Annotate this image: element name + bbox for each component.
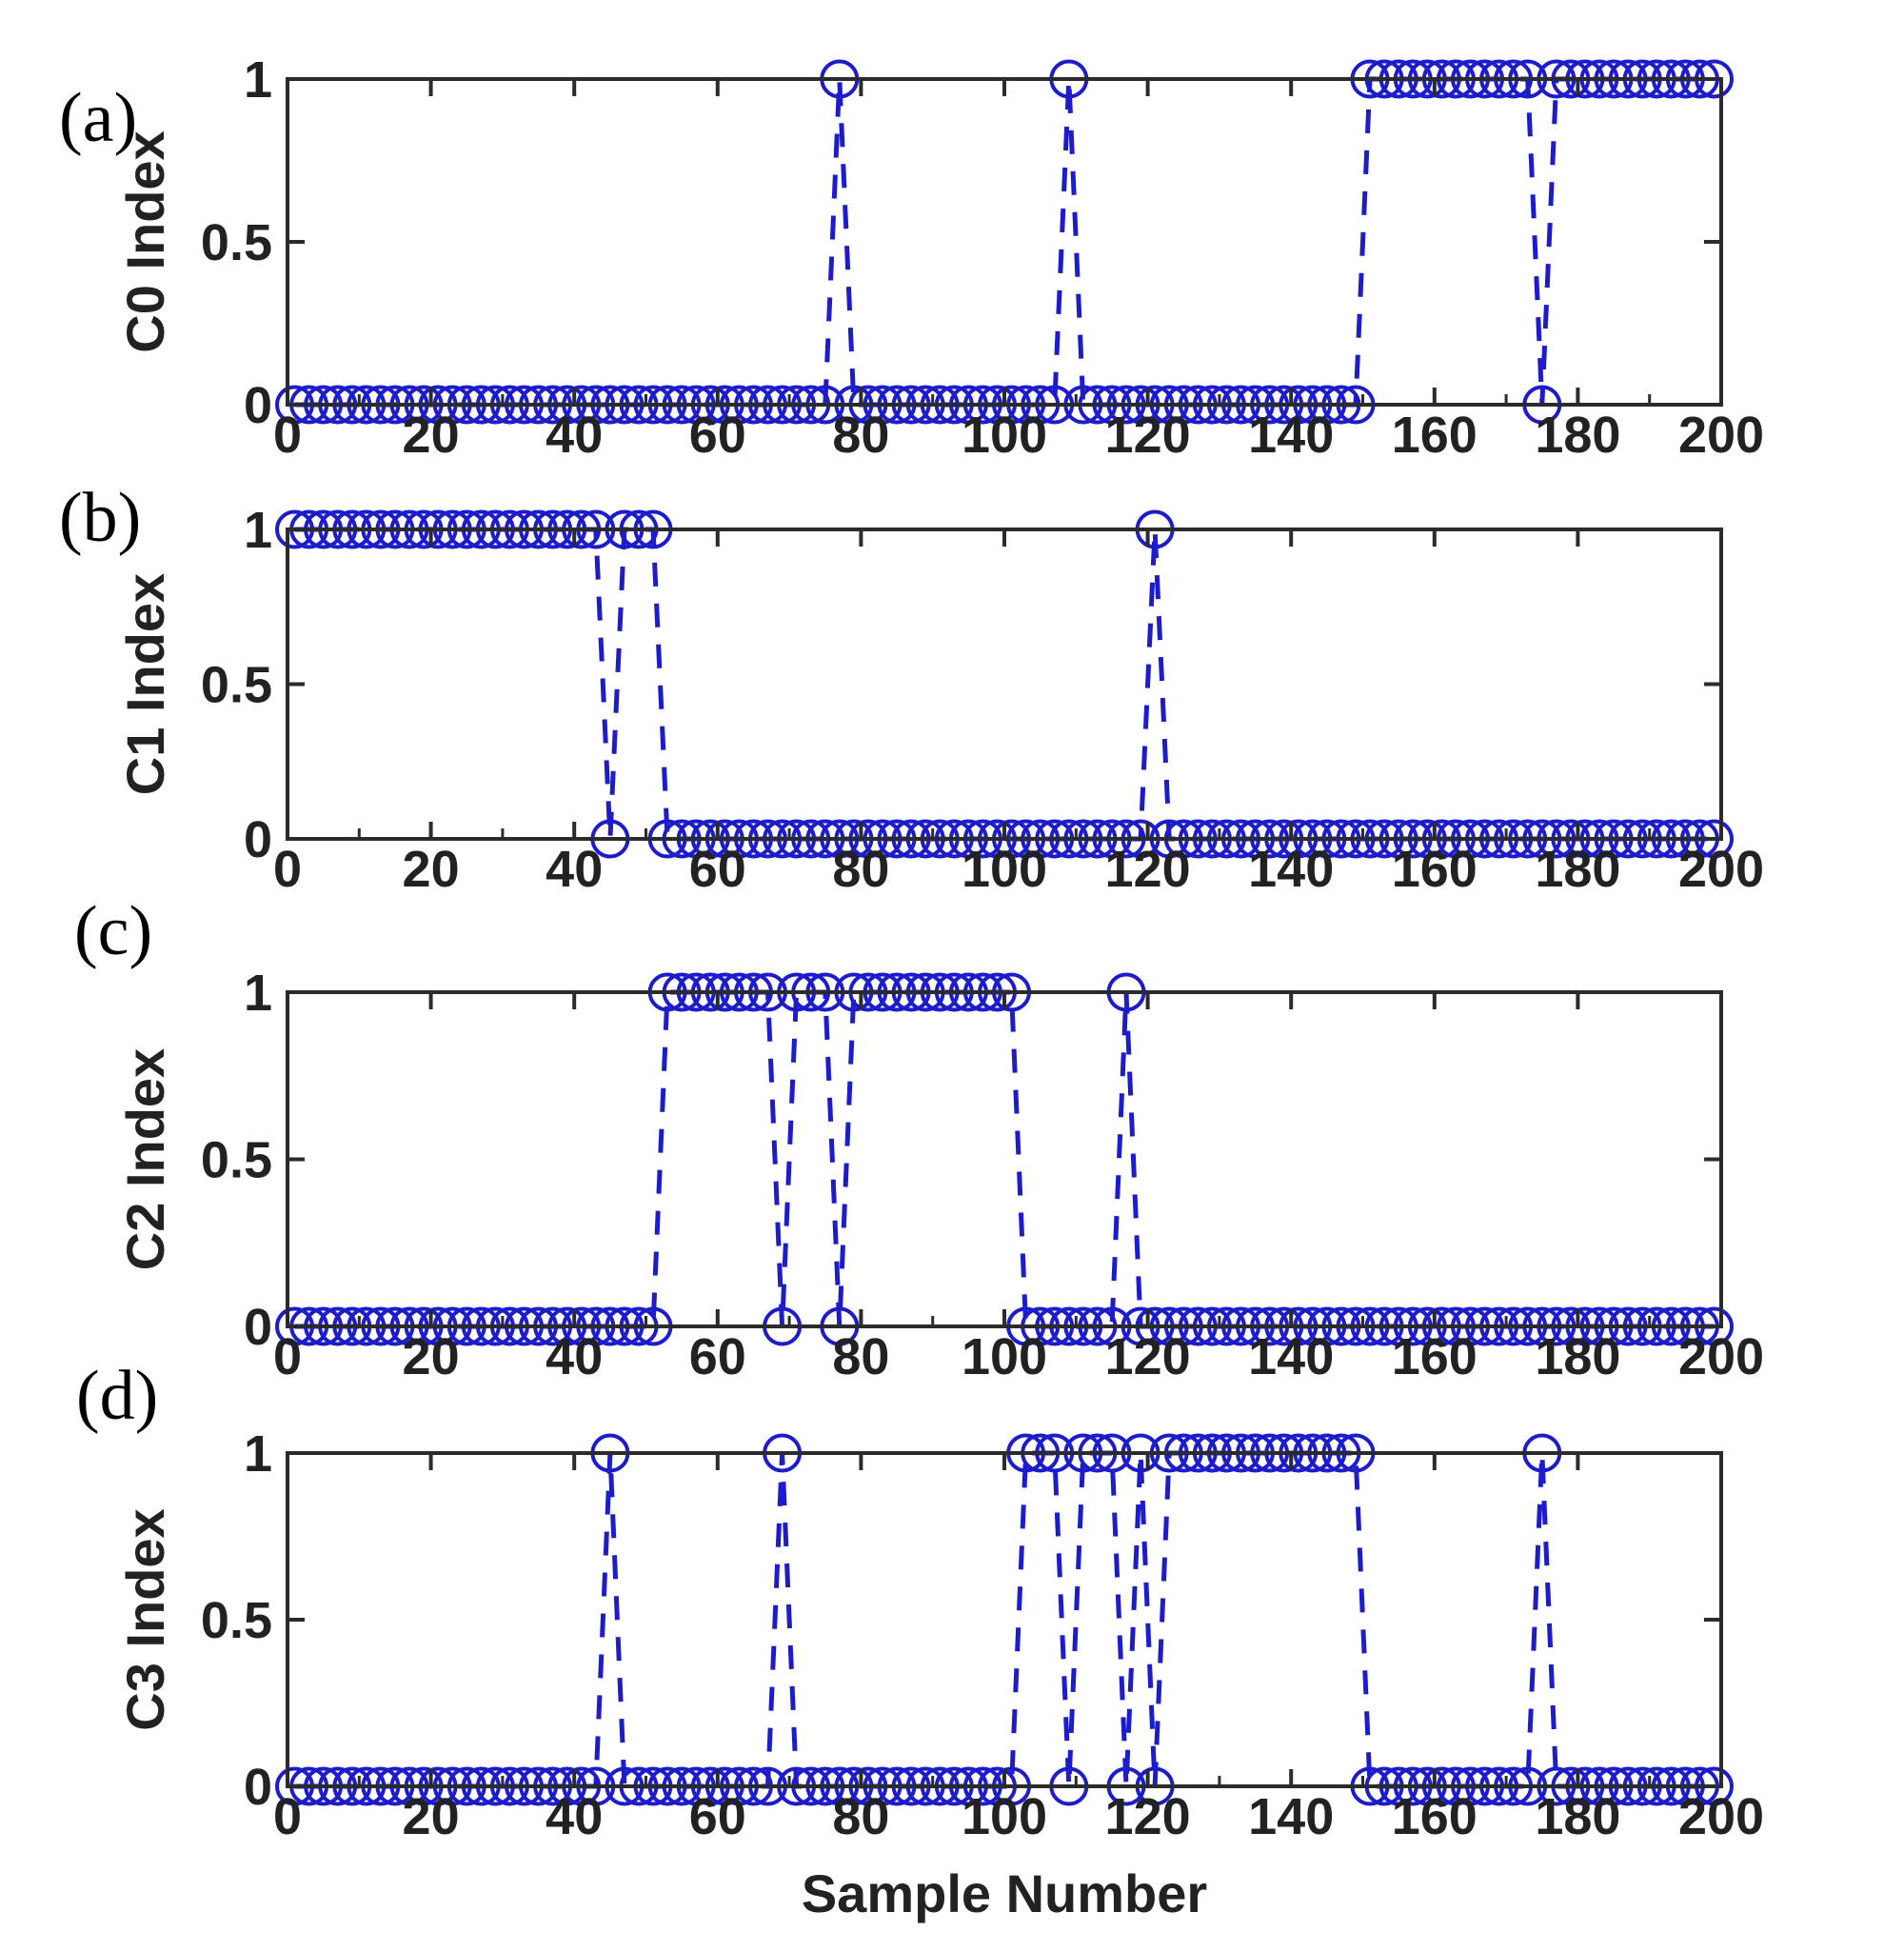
x-tick-label: 120 (1105, 841, 1191, 898)
series-dashed-line (294, 76, 1715, 408)
x-tick-label: 180 (1535, 1328, 1620, 1385)
x-tick-label: 40 (545, 407, 603, 464)
x-tick-label: 140 (1248, 1788, 1334, 1845)
y-tick-label: 0.5 (201, 1592, 272, 1649)
x-tick-label: 80 (832, 841, 889, 898)
y-tick-label: 1 (244, 1425, 272, 1483)
data-points (275, 59, 1734, 425)
series-dashed-line (294, 527, 1715, 842)
data-points (275, 1433, 1734, 1806)
x-tick-label: 200 (1678, 407, 1764, 464)
y-tick-label: 0.5 (201, 1132, 272, 1189)
x-tick-label: 60 (689, 407, 746, 464)
data-points (275, 509, 1734, 859)
x-tick-label: 100 (962, 1328, 1047, 1385)
x-tick-label: 20 (403, 1328, 460, 1385)
subplot-b: 0 20 40 60 80 100 120 140 160 180 200 0 0.5 1 C1 Index… (59, 479, 1764, 898)
x-tick-label: 80 (832, 407, 889, 464)
x-tick-label: 20 (403, 407, 460, 464)
axes-box (286, 77, 1723, 407)
x-tick-label: 160 (1392, 1788, 1478, 1845)
x-tick-label: 100 (962, 841, 1047, 898)
x-tick-label: 0 (273, 1788, 302, 1845)
x-tick-label: 100 (962, 407, 1047, 464)
axes-box (286, 990, 1723, 1328)
y-tick-label: 0 (244, 1759, 272, 1816)
y-tick-label: 0 (244, 1299, 272, 1356)
x-tick-label: 0 (273, 407, 302, 464)
x-tick-label: 180 (1535, 407, 1620, 464)
x-tick-label: 100 (962, 1788, 1047, 1845)
x-tick-label: 80 (832, 1788, 889, 1845)
panel-label: (c) (74, 892, 152, 970)
x-tick-label: 140 (1248, 407, 1334, 464)
y-tick-label: 1 (244, 965, 272, 1022)
axes-box (286, 1451, 1723, 1788)
axes-box (286, 528, 1723, 841)
x-tick-label: 200 (1678, 1328, 1764, 1385)
panel-label: (b) (59, 479, 141, 557)
x-tick-label: 160 (1392, 1328, 1478, 1385)
y-tick-label: 1 (244, 502, 272, 559)
x-tick-label: 120 (1105, 1788, 1191, 1845)
y-tick-label: 0.5 (201, 657, 272, 714)
x-tick-label: 160 (1392, 841, 1478, 898)
x-tick-label: 0 (273, 1328, 302, 1385)
x-tick-label: 140 (1248, 1328, 1334, 1385)
series-dashed-line (294, 1450, 1715, 1789)
x-tick-label: 20 (403, 841, 460, 898)
data-points (275, 972, 1734, 1346)
x-axis-label: Sample Number (802, 1863, 1207, 1923)
x-tick-label: 200 (1678, 1788, 1764, 1845)
panel-label: (a) (59, 79, 137, 157)
x-tick-label: 120 (1105, 407, 1191, 464)
x-tick-label: 20 (403, 1788, 460, 1845)
x-tick-label: 140 (1248, 841, 1334, 898)
x-tick-label: 60 (689, 841, 746, 898)
x-tick-label: 180 (1535, 1788, 1620, 1845)
y-tick-label: 1 (244, 51, 272, 109)
x-tick-label: 180 (1535, 841, 1620, 898)
x-tick-label: 200 (1678, 841, 1764, 898)
series-dashed-line (294, 989, 1715, 1329)
y-tick-label: 0 (244, 811, 272, 868)
panel-label: (d) (76, 1357, 158, 1435)
x-tick-label: 0 (273, 841, 302, 898)
y-axis-label: C2 Index (115, 1048, 175, 1270)
subplot-d: 0 20 40 60 80 100 120 140 160 180 200 0 0.5 1 C3 Index… (76, 1357, 1764, 1845)
y-tick-label: 0.5 (201, 214, 272, 271)
subplot-c: 0 20 40 60 80 100 120 140 160 180 200 0 0.5 1 C2 Index… (74, 892, 1764, 1385)
y-axis-label: C0 Index (115, 130, 175, 352)
y-axis-label: C3 Index (115, 1508, 175, 1730)
x-tick-label: 120 (1105, 1328, 1191, 1385)
x-tick-label: 80 (832, 1328, 889, 1385)
x-tick-label: 160 (1392, 407, 1478, 464)
subplot-a: 0 20 40 60 80 100 120 140 160 180 200 0 0.5 1 C0 Index… (59, 51, 1764, 464)
x-tick-label: 60 (689, 1328, 746, 1385)
x-tick-label: 40 (545, 1328, 603, 1385)
x-tick-label: 40 (545, 841, 603, 898)
y-axis-label: C1 Index (115, 573, 175, 795)
y-tick-label: 0 (244, 377, 272, 434)
x-tick-label: 40 (545, 1788, 603, 1845)
x-tick-label: 60 (689, 1788, 746, 1845)
